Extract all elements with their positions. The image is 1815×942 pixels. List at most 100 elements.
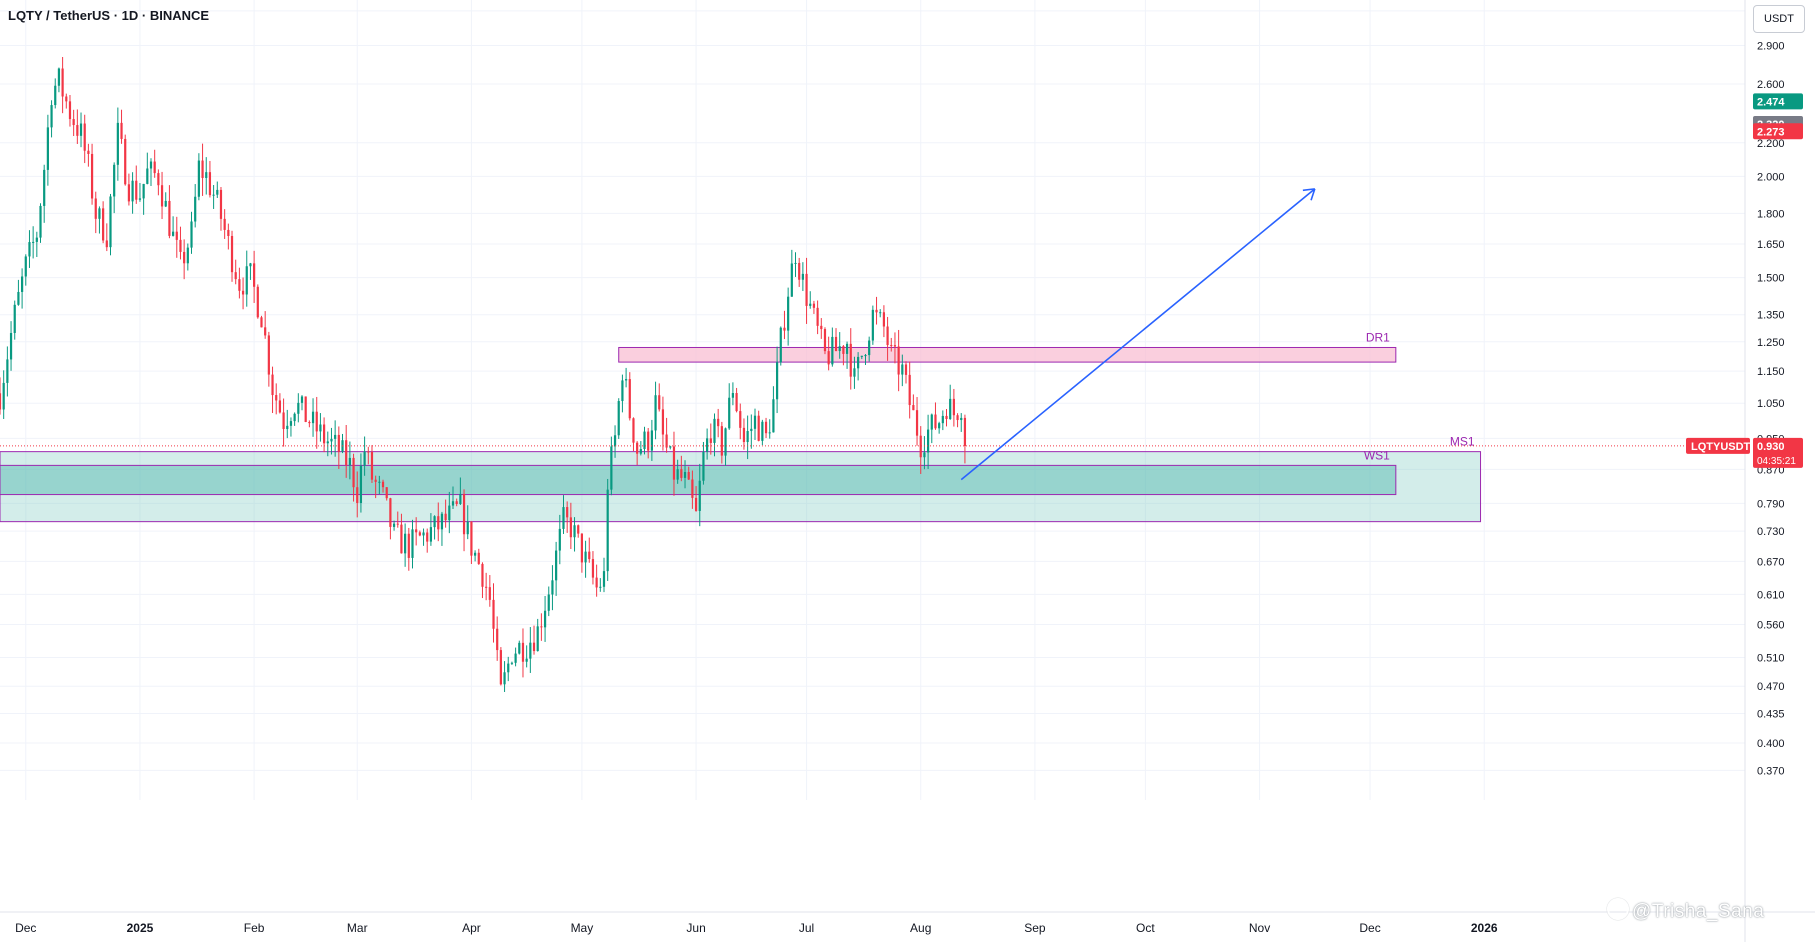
currency-selector[interactable]: USDT (1753, 5, 1805, 33)
candle-body (98, 208, 101, 219)
y-tick-label: 1.650 (1757, 239, 1785, 251)
candle-body (930, 414, 933, 430)
candle-body (912, 405, 915, 411)
candle-body (230, 235, 234, 273)
candle-body (153, 161, 156, 174)
arrow-head (1310, 188, 1316, 201)
candle-body (289, 421, 293, 426)
candle-body (87, 150, 90, 154)
x-tick-label: Aug (910, 921, 931, 935)
y-tick-label: 0.560 (1757, 620, 1785, 632)
candle-body (543, 610, 547, 628)
candle-body (555, 550, 558, 581)
candle-body (83, 123, 86, 151)
candle-body (628, 379, 631, 419)
candle-body (588, 551, 591, 560)
candle-body (374, 479, 377, 482)
candle-body (238, 279, 241, 291)
candle-body (385, 487, 388, 499)
candle-body (595, 577, 598, 588)
projection-arrow[interactable] (960, 188, 1316, 481)
candle-body (728, 397, 731, 429)
candle-body (783, 327, 786, 331)
price-tag (1753, 123, 1803, 140)
candle-body (938, 423, 941, 429)
candle-body (256, 286, 259, 318)
candle-body (492, 599, 495, 629)
candle-body (713, 418, 716, 443)
candle-body (949, 398, 952, 419)
candle-body (779, 327, 782, 363)
y-tick-label: 2.900 (1757, 40, 1785, 52)
candle-body (264, 327, 267, 336)
price-tag-value: 2.273 (1757, 126, 1785, 138)
candle-body (860, 355, 863, 357)
candle-body (496, 628, 499, 651)
candle-body (926, 429, 930, 453)
candle-body (658, 395, 661, 410)
candle-body (282, 412, 285, 430)
candle-body (963, 417, 967, 446)
candle-body (348, 457, 351, 466)
candle-body (146, 168, 149, 184)
candle-body (532, 642, 536, 652)
candle-body (389, 498, 392, 527)
candle-body (805, 273, 808, 306)
candle-body (300, 396, 304, 403)
price-tag (1753, 93, 1803, 110)
y-tick-label: 1.050 (1757, 398, 1785, 410)
candle-body (521, 642, 525, 662)
candle-body (337, 434, 340, 452)
candle-body (370, 452, 374, 480)
y-tick-label: 0.610 (1757, 589, 1785, 601)
candle-body (890, 345, 893, 347)
candle-body (787, 296, 790, 331)
candle-body (459, 493, 462, 505)
candle-body (76, 125, 79, 136)
candle-body (415, 529, 418, 533)
candle-body (9, 332, 13, 360)
candle-body (562, 507, 565, 529)
candle-body (120, 122, 123, 139)
x-tick-label: Apr (462, 921, 481, 935)
candle-body (392, 523, 396, 527)
candle-body (857, 356, 860, 369)
candle-body (448, 505, 451, 521)
y-tick-label: 0.510 (1757, 652, 1785, 664)
candle-body (326, 441, 329, 444)
candle-body (433, 516, 436, 528)
candle-body (28, 242, 31, 257)
candle-body (691, 479, 694, 498)
watermark-logo-icon (1607, 898, 1629, 920)
y-tick-label: 2.200 (1757, 138, 1785, 150)
candle-body (404, 533, 407, 554)
time-axis[interactable]: Dec 2025 Feb Mar Apr May Jun Jul Aug Sep Oct Nov Dec… (15, 921, 1498, 935)
candle-body (13, 304, 16, 333)
candle-body (322, 424, 326, 444)
candle-body (267, 335, 270, 375)
candle-body (507, 663, 510, 673)
candle-body (179, 239, 182, 252)
candle-body (223, 218, 226, 230)
candle-body (46, 127, 49, 170)
candle-body (422, 532, 425, 536)
price-tag-value: 2.474 (1757, 96, 1785, 108)
candle-body (426, 532, 429, 542)
y-tick-label: 1.250 (1757, 337, 1785, 349)
candle-body (875, 309, 878, 313)
candle-body (79, 123, 83, 136)
candle-body (345, 440, 348, 466)
candle-body (842, 346, 845, 354)
candle-body (934, 414, 937, 429)
candle-body (455, 501, 458, 505)
candle-body (838, 346, 841, 352)
candle-body (591, 559, 595, 578)
x-tick-label: Sep (1024, 921, 1046, 935)
candle-body (407, 533, 410, 558)
candle-body (558, 528, 561, 551)
y-tick-label: 0.400 (1757, 738, 1785, 750)
candle-body (473, 552, 477, 556)
candle-body (437, 516, 440, 530)
candle-body (901, 364, 904, 375)
